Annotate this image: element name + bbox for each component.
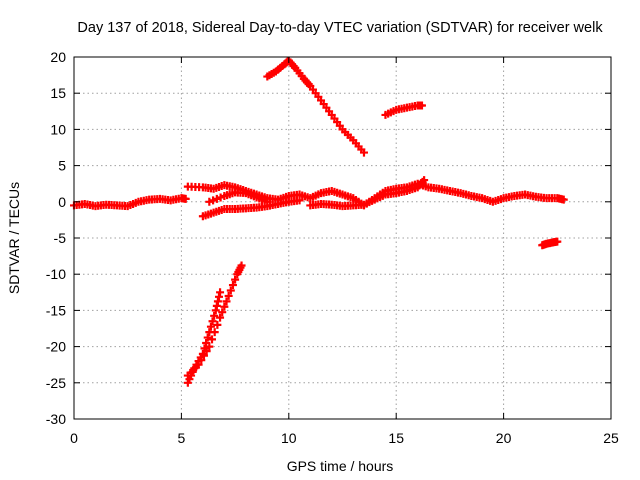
series-arc-7 xyxy=(306,176,429,211)
data-point xyxy=(417,101,426,110)
data-point xyxy=(224,291,233,300)
chart-title: Day 137 of 2018, Sidereal Day-to-day VTE… xyxy=(77,20,603,36)
data-point xyxy=(202,347,211,356)
data-point xyxy=(263,197,272,206)
data-points xyxy=(70,56,568,387)
data-point xyxy=(216,288,225,297)
y-tick-label: -25 xyxy=(46,375,66,391)
data-point xyxy=(220,302,229,311)
x-tick-label: 20 xyxy=(496,430,512,446)
x-tick-label: 0 xyxy=(70,430,78,446)
data-point xyxy=(228,281,237,290)
data-point xyxy=(237,261,246,270)
x-tick-label: 25 xyxy=(603,430,619,446)
x-tick-label: 5 xyxy=(178,430,186,446)
data-point xyxy=(213,320,222,329)
series-arc-3 xyxy=(183,261,246,380)
data-point xyxy=(208,317,217,326)
y-tick-label: -5 xyxy=(54,230,67,246)
data-point xyxy=(216,313,225,322)
series-arc-1 xyxy=(70,194,190,211)
series-arc-5 xyxy=(198,196,304,221)
data-point xyxy=(181,194,190,203)
y-tick-label: -10 xyxy=(46,266,66,282)
y-tick-label: -15 xyxy=(46,302,66,318)
y-axis-label: SDTVAR / TECUs xyxy=(6,182,22,294)
data-point xyxy=(222,297,231,306)
x-tick-label: 15 xyxy=(388,430,404,446)
y-tick-label: -20 xyxy=(46,339,66,355)
axis-ticks: 0 5 10 15 20 25 -30 -25 -20 -15 -10 -5 0 5 10 15 20 xyxy=(46,49,619,446)
data-point xyxy=(218,308,227,317)
y-tick-label: 15 xyxy=(50,85,66,101)
data-point xyxy=(208,335,217,344)
y-tick-label: 5 xyxy=(58,158,66,174)
series-arc-6 xyxy=(205,188,272,206)
data-point xyxy=(559,195,568,204)
data-point xyxy=(203,333,212,342)
x-axis-label: GPS time / hours xyxy=(287,458,394,474)
y-tick-label: 0 xyxy=(58,194,66,210)
data-point xyxy=(295,196,304,205)
data-point xyxy=(553,237,562,246)
data-point xyxy=(199,351,208,360)
data-point xyxy=(231,275,240,284)
data-point xyxy=(210,328,219,337)
data-point xyxy=(205,342,214,351)
y-tick-label: -30 xyxy=(46,411,66,427)
series-arc-10 xyxy=(538,237,562,250)
data-point xyxy=(210,311,219,320)
data-point xyxy=(206,322,215,331)
data-point xyxy=(226,286,235,295)
data-point xyxy=(420,176,429,185)
series-arc-8 xyxy=(263,56,368,157)
data-point xyxy=(359,148,368,157)
x-tick-label: 10 xyxy=(281,430,297,446)
data-point xyxy=(197,356,206,365)
y-tick-label: 20 xyxy=(50,49,66,65)
grid xyxy=(74,57,611,419)
data-point xyxy=(194,360,203,369)
y-tick-label: 10 xyxy=(50,121,66,137)
series-arc-9 xyxy=(381,101,426,119)
plot-frame xyxy=(73,56,612,420)
